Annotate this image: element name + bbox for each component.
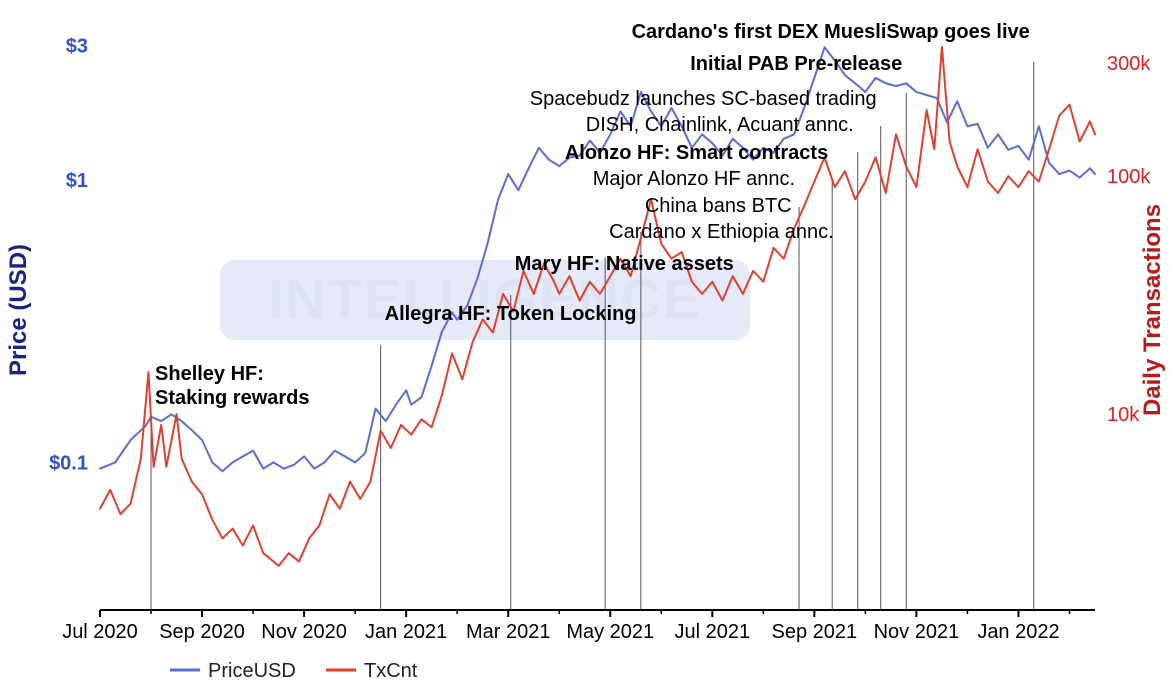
y-right-tick-label: 10k (1107, 404, 1140, 426)
chart-container: INTELLIGENCEJul 2020Sep 2020Nov 2020Jan … (0, 0, 1173, 694)
legend-label: PriceUSD (208, 660, 296, 682)
y-left-tick-label: $3 (66, 35, 88, 57)
x-tick-label: Sep 2020 (159, 621, 245, 643)
x-tick-label: Mar 2021 (466, 621, 551, 643)
annotation-label: Major Alonzo HF annc. (593, 168, 795, 190)
annotation-label: Allegra HF: Token Locking (385, 303, 637, 325)
annotation-label: Initial PAB Pre-release (690, 53, 902, 75)
x-tick-label: Jan 2021 (365, 621, 447, 643)
chart-svg: INTELLIGENCEJul 2020Sep 2020Nov 2020Jan … (0, 0, 1173, 694)
annotation-label: Alonzo HF: Smart contracts (565, 142, 828, 164)
annotation-label: Spacebudz launches SC-based trading (530, 88, 877, 110)
annotation-label: Cardano's first DEX MuesliSwap goes live (632, 21, 1030, 43)
annotation-label: Shelley HF: (155, 363, 264, 385)
x-tick-label: Jul 2021 (674, 621, 750, 643)
x-tick-label: Jan 2022 (977, 621, 1059, 643)
annotation-label: China bans BTC (645, 195, 792, 217)
y-right-title: Daily Transactions (1139, 204, 1166, 416)
annotation-label: Staking rewards (155, 387, 310, 409)
annotation-label: Mary HF: Native assets (515, 253, 734, 275)
y-left-title: Price (USD) (5, 244, 32, 376)
x-tick-label: May 2021 (566, 621, 654, 643)
x-tick-label: Sep 2021 (772, 621, 858, 643)
y-left-tick-label: $1 (66, 170, 88, 192)
legend-label: TxCnt (364, 660, 418, 682)
annotation-label: Cardano x Ethiopia annc. (609, 221, 834, 243)
y-right-tick-label: 100k (1107, 166, 1151, 188)
x-tick-label: Nov 2021 (874, 621, 960, 643)
annotation-label: DISH, Chainlink, Acuant annc. (586, 114, 854, 136)
x-tick-label: Jul 2020 (62, 621, 138, 643)
y-left-tick-label: $0.1 (49, 452, 88, 474)
x-tick-label: Nov 2020 (261, 621, 347, 643)
y-right-tick-label: 300k (1107, 53, 1151, 75)
